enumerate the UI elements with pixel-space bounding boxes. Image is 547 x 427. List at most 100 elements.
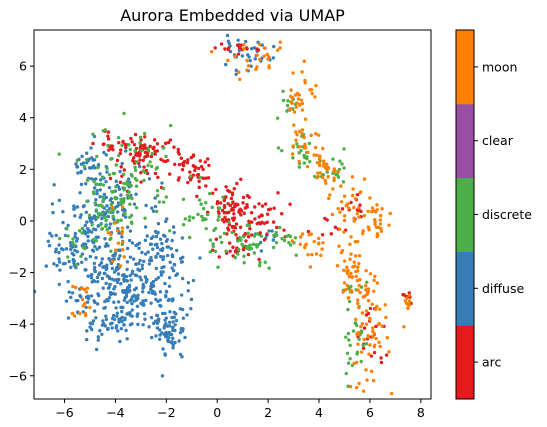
point-diffuse [165,237,170,242]
point-discrete [85,199,89,204]
point-diffuse [166,338,170,343]
point-diffuse [94,198,98,202]
point-diffuse [125,267,129,272]
point-diffuse [145,234,149,238]
point-arc [155,142,160,146]
point-diffuse [163,294,168,298]
point-moon [84,290,89,294]
point-moon [356,288,360,292]
point-moon [379,213,383,218]
point-arc [217,211,221,215]
point-arc [191,173,195,177]
point-diffuse [104,195,108,200]
point-arc [153,152,157,156]
point-diffuse [180,276,185,281]
point-diffuse [157,337,162,341]
point-discrete [81,245,85,250]
point-discrete [128,215,132,220]
point-discrete [120,143,124,148]
point-arc [384,353,389,357]
point-arc [106,130,111,134]
point-diffuse [164,289,169,294]
point-diffuse [105,204,109,208]
point-diffuse [64,247,69,251]
point-moon [370,302,374,306]
point-arc [233,204,238,208]
point-diffuse [149,315,154,320]
point-arc [197,179,201,183]
point-arc [203,160,207,164]
scatter-points [34,33,413,396]
point-diffuse [92,227,96,231]
point-diffuse [86,239,90,243]
point-moon [317,133,321,137]
point-diffuse [135,314,139,318]
point-discrete [139,148,144,153]
point-diffuse [244,39,248,44]
point-discrete [168,123,173,128]
point-discrete [80,231,84,235]
point-moon [339,184,343,188]
point-moon [312,153,316,157]
point-moon [324,162,329,166]
point-moon [368,196,372,200]
point-discrete [66,255,70,259]
point-arc [226,202,230,206]
point-diffuse [138,258,142,263]
point-arc [280,212,284,216]
point-moon [345,202,350,206]
point-diffuse [138,275,142,279]
point-diffuse [167,320,172,324]
point-moon [233,54,237,59]
point-arc [106,134,110,138]
point-moon [324,181,328,185]
point-discrete [217,215,221,219]
point-moon [375,232,380,236]
point-arc [239,43,243,47]
point-diffuse [154,266,159,271]
point-diffuse [54,247,58,251]
point-diffuse [158,333,162,337]
point-moon [339,200,344,204]
point-moon [371,326,375,330]
point-discrete [128,202,132,206]
point-arc [222,205,227,210]
point-diffuse [83,232,88,236]
point-diffuse [128,255,133,259]
point-diffuse [111,291,115,296]
point-arc [186,180,190,185]
point-diffuse [119,327,124,331]
point-moon [342,230,346,234]
point-diffuse [85,329,89,333]
point-discrete [280,148,284,153]
point-moon [357,381,361,386]
point-discrete [116,218,120,223]
point-arc [401,293,405,297]
point-arc [379,356,383,360]
point-discrete [116,135,121,140]
point-diffuse [74,239,79,243]
point-diffuse [115,210,120,214]
point-moon [371,335,375,339]
point-diffuse [173,340,177,345]
point-moon [339,250,344,255]
point-discrete [204,226,208,231]
point-moon [365,378,369,382]
point-diffuse [140,263,145,267]
point-diffuse [91,249,96,253]
point-arc [139,170,143,175]
point-diffuse [170,315,174,320]
point-moon [317,236,321,241]
point-arc [227,223,232,227]
point-moon [349,288,353,292]
point-arc [206,176,211,180]
point-moon [366,333,370,338]
point-arc [358,203,362,207]
point-diffuse [87,166,92,170]
point-diffuse [103,237,107,241]
point-diffuse [85,151,89,155]
point-arc [237,45,242,50]
point-moon [342,281,347,285]
point-discrete [143,216,147,220]
point-moon [370,206,375,210]
